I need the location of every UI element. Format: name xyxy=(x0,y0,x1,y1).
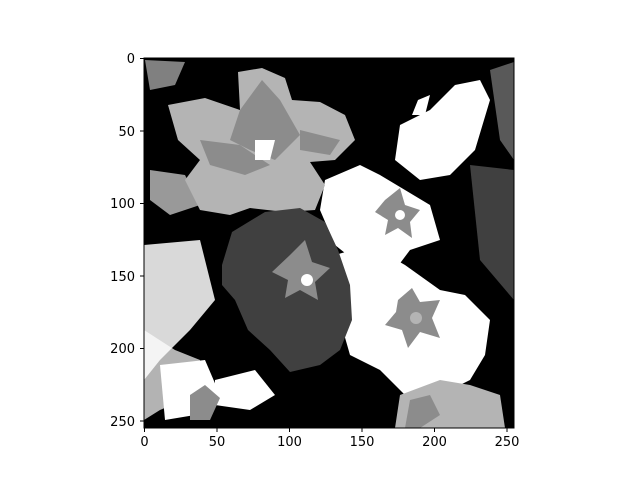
x-tick-label: 50 xyxy=(209,435,226,450)
flower-image xyxy=(144,58,514,428)
y-tick-label: 150 xyxy=(110,270,135,285)
y-tick-label: 50 xyxy=(118,125,135,140)
x-tick-label: 0 xyxy=(140,435,148,450)
y-tick-label: 250 xyxy=(110,415,135,430)
x-tick-label: 250 xyxy=(495,435,520,450)
y-axis: 0 50 100 150 200 250 xyxy=(110,52,144,430)
y-tick-label: 200 xyxy=(110,342,135,357)
white-flower-middle xyxy=(320,165,440,270)
y-tick-label: 0 xyxy=(127,52,135,67)
x-tick-label: 100 xyxy=(277,435,302,450)
x-axis: 0 50 100 150 200 250 xyxy=(140,428,519,450)
x-tick-label: 200 xyxy=(422,435,447,450)
x-tick-label: 150 xyxy=(350,435,375,450)
y-tick-label: 100 xyxy=(110,197,135,212)
white-flower-top-right xyxy=(395,80,490,180)
axes-frame xyxy=(143,57,515,429)
